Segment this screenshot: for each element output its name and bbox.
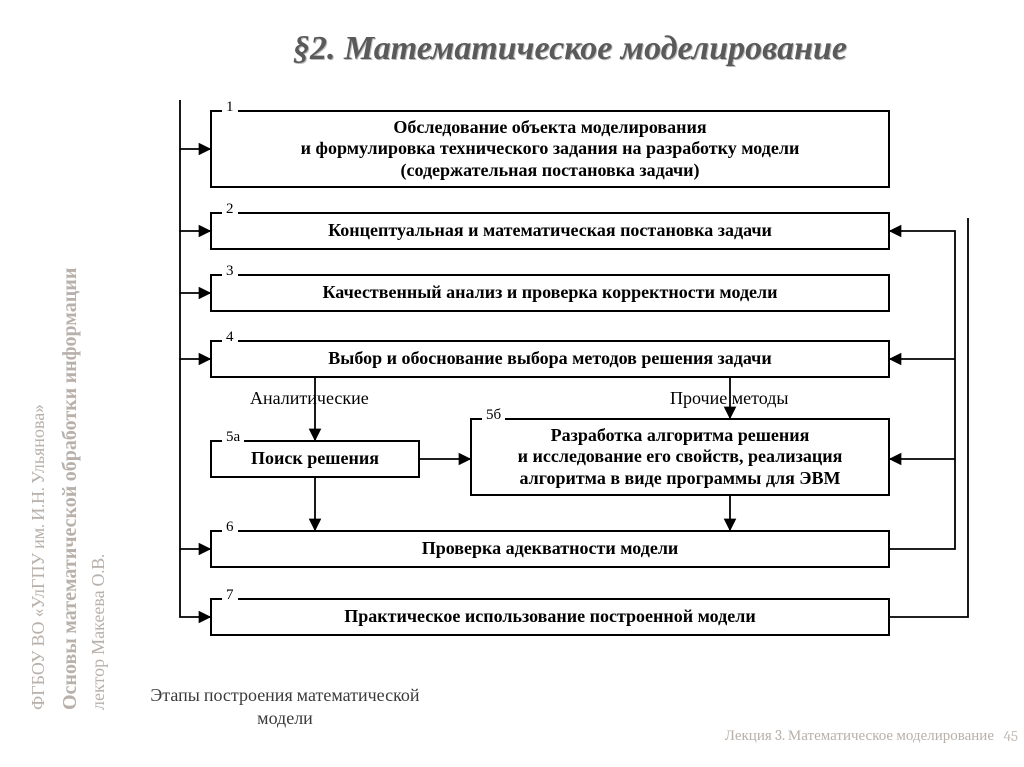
sidebar-lecturer: лектор Макеева О.В. <box>88 554 109 710</box>
page-number: 45 <box>1003 727 1018 745</box>
flow-node-number: 7 <box>222 586 238 604</box>
flow-node-text: Выбор и обоснование выбора методов решен… <box>220 348 880 370</box>
flow-node-number: 6 <box>222 518 238 536</box>
flow-node-n1: 1Обследование объекта моделированияи фор… <box>210 110 890 188</box>
flow-node-number: 5а <box>222 428 244 446</box>
sidebar-org: ФГБОУ ВО «УлГПУ им. И.Н. Ульянова» <box>28 404 49 710</box>
flow-node-text: Разработка алгоритма решенияи исследован… <box>480 425 880 490</box>
flow-edge <box>180 549 210 617</box>
flow-node-n6: 6Проверка адекватности модели <box>210 530 890 568</box>
flow-node-text: Поиск решения <box>220 448 410 470</box>
branch-label: Прочие методы <box>670 388 788 409</box>
flow-node-number: 3 <box>222 262 238 280</box>
flow-node-n2: 2Концептуальная и математическая постано… <box>210 212 890 250</box>
flow-edge <box>180 149 210 231</box>
sidebar-course: Основы математической обработки информац… <box>58 268 82 710</box>
flowchart: 1Обследование объекта моделированияи фор… <box>150 90 970 690</box>
flow-node-n7: 7Практическое использование построенной … <box>210 598 890 636</box>
diagram-caption: Этапы построения математической модели <box>135 685 435 730</box>
flow-node-number: 4 <box>222 328 238 346</box>
flow-node-number: 2 <box>222 200 238 218</box>
footer-lecture: Лекция 3. Математическое моделирование <box>725 726 994 745</box>
branch-label: Аналитические <box>250 388 369 409</box>
flow-node-n5a: 5аПоиск решения <box>210 440 420 478</box>
flow-edge <box>890 218 968 617</box>
flow-node-number: 5б <box>482 406 505 424</box>
sidebar: ФГБОУ ВО «УлГПУ им. И.Н. Ульянова» Основ… <box>0 0 110 767</box>
flow-node-text: Проверка адекватности модели <box>220 538 880 560</box>
flow-edge <box>890 231 955 549</box>
flow-node-text: Обследование объекта моделированияи форм… <box>220 117 880 182</box>
page-title: §2. Математическое моделирование <box>140 30 1000 68</box>
flow-edge <box>180 231 210 293</box>
flow-node-n5b: 5бРазработка алгоритма решенияи исследов… <box>470 418 890 496</box>
flow-node-number: 1 <box>222 98 238 116</box>
flow-edge <box>180 100 210 149</box>
flow-edge <box>180 359 210 549</box>
flow-node-text: Практическое использование построенной м… <box>220 606 880 628</box>
flow-edge <box>180 293 210 359</box>
flow-node-n3: 3Качественный анализ и проверка корректн… <box>210 274 890 312</box>
flow-node-n4: 4Выбор и обоснование выбора методов реше… <box>210 340 890 378</box>
flow-node-text: Концептуальная и математическая постанов… <box>220 220 880 242</box>
flow-node-text: Качественный анализ и проверка корректно… <box>220 282 880 304</box>
